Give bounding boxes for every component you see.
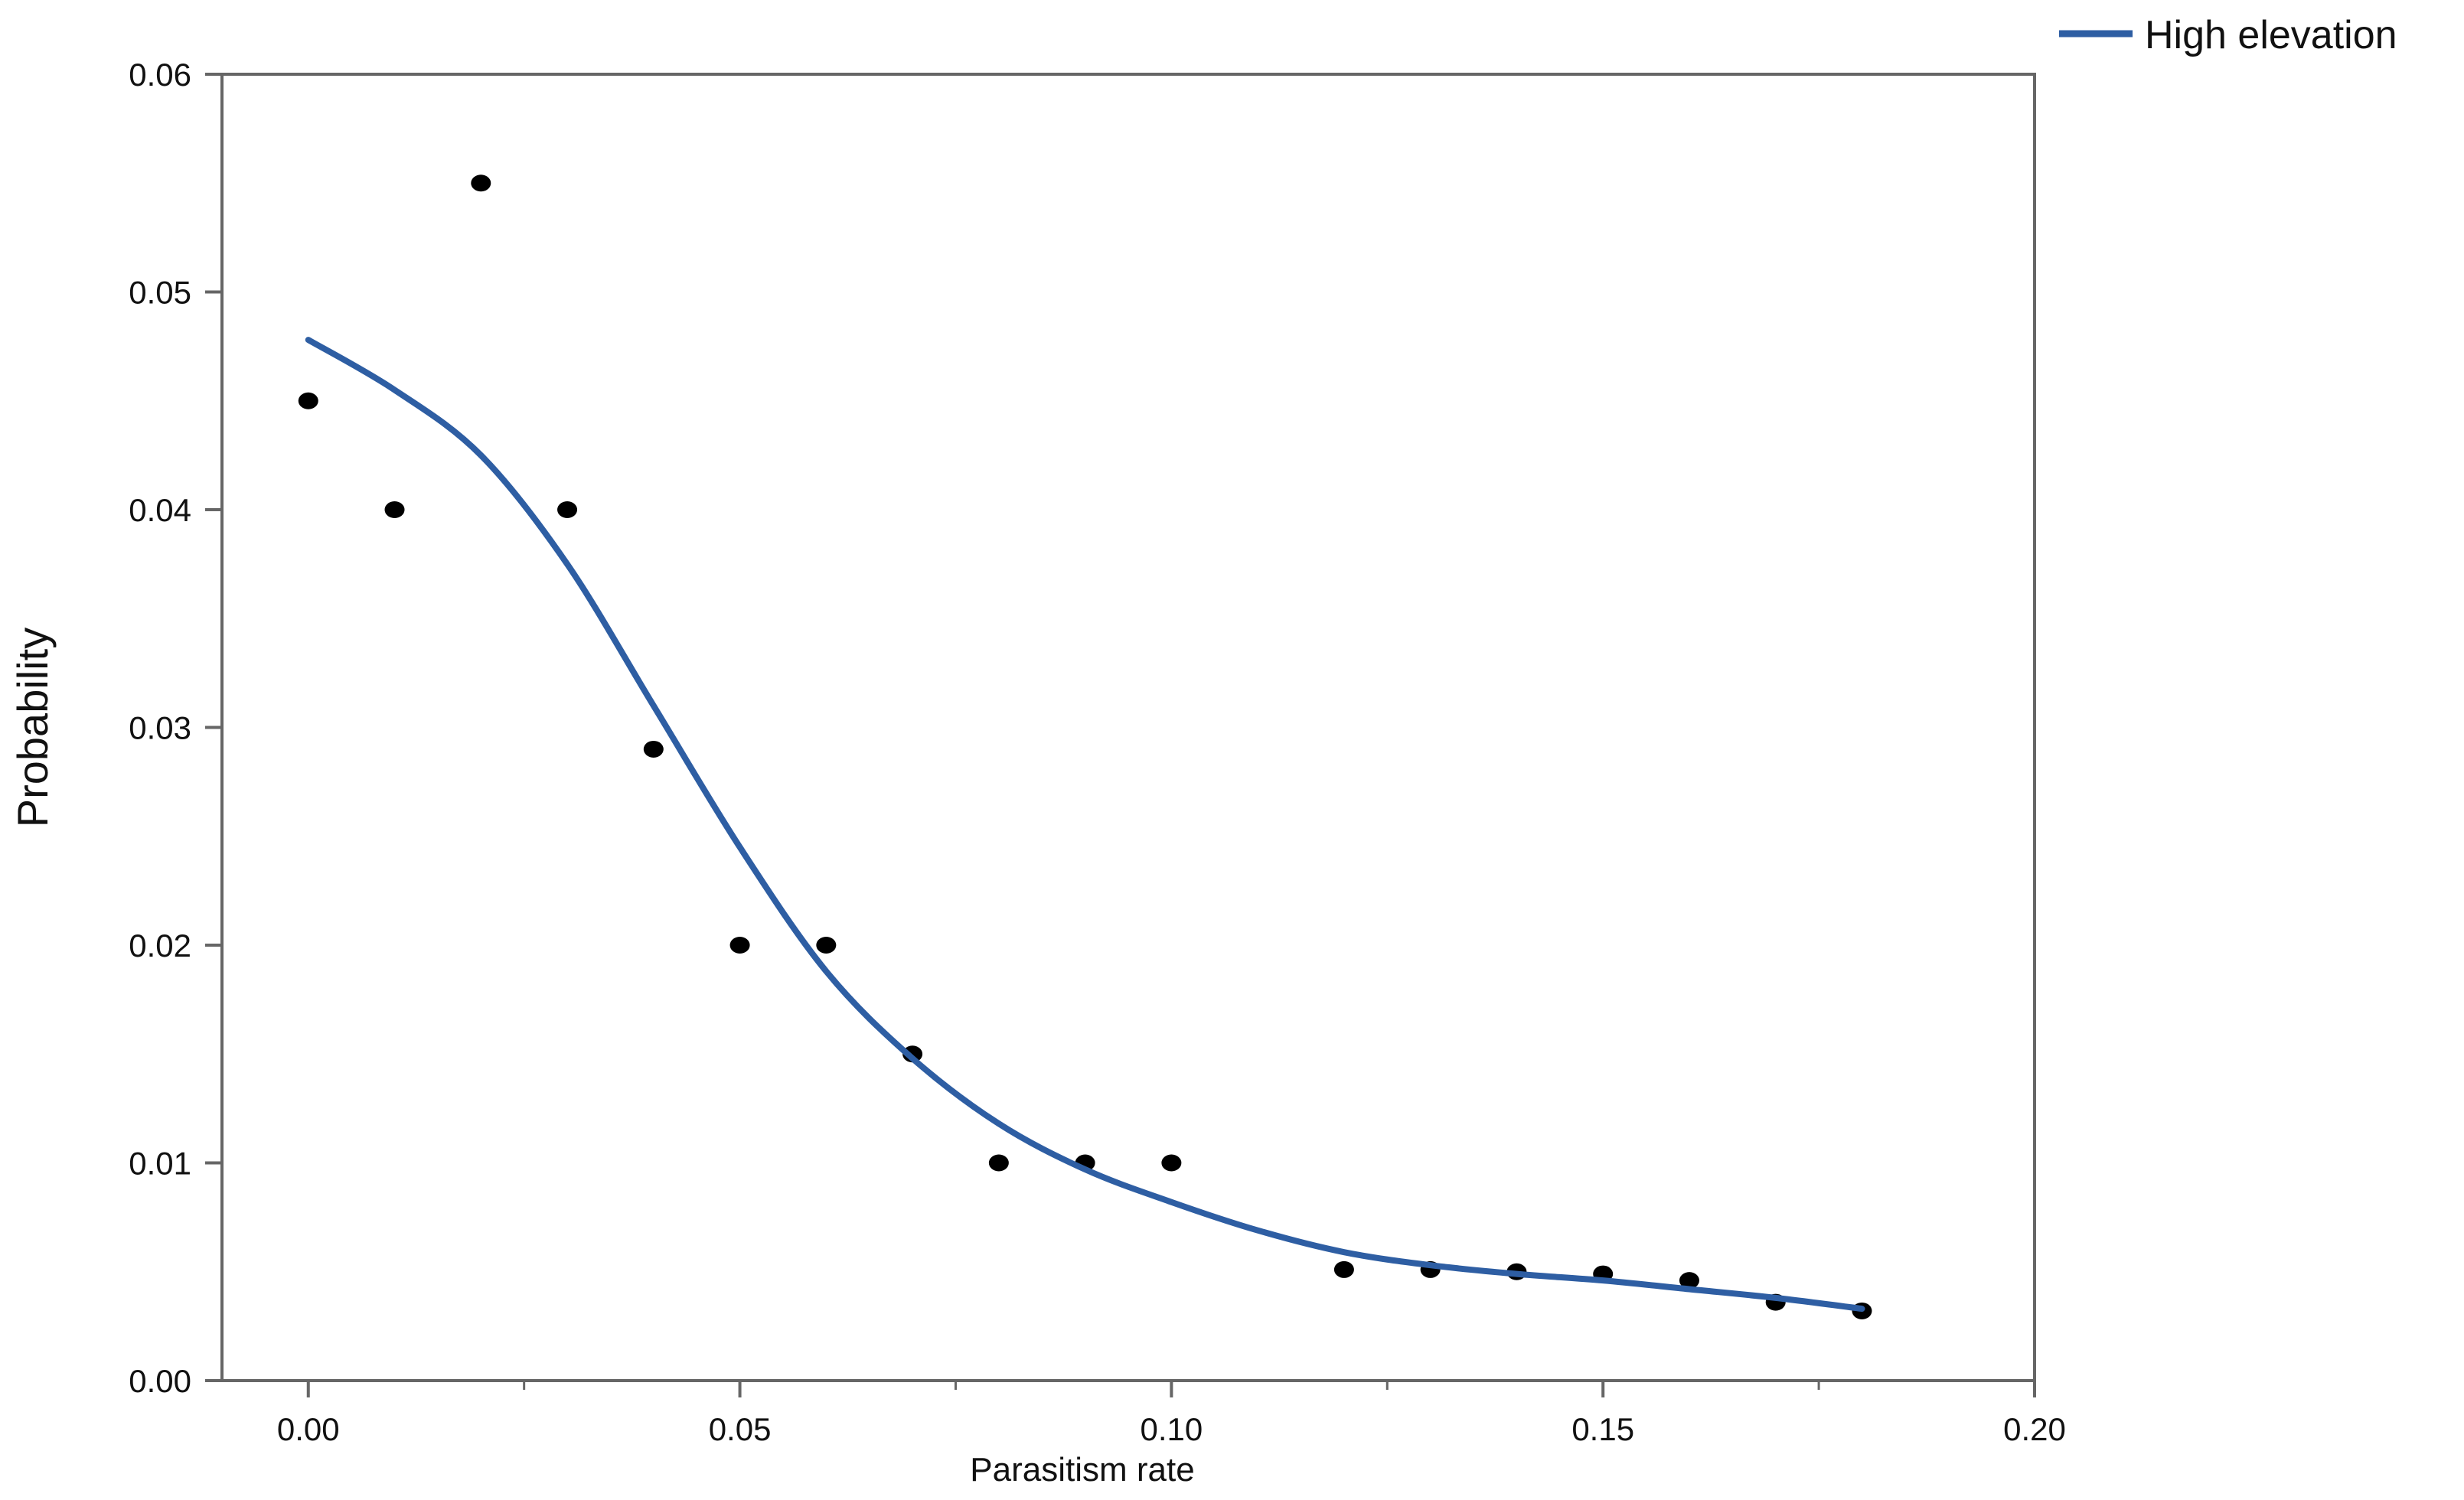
x-axis-title: Parasitism rate: [970, 1451, 1194, 1489]
y-tick-label: 0.00: [129, 1363, 191, 1399]
data-point: [471, 174, 491, 192]
legend-label: High elevation: [2145, 13, 2397, 57]
data-point: [902, 1045, 923, 1063]
x-tick-label: 0.10: [1141, 1411, 1203, 1447]
y-tick-label: 0.03: [129, 710, 191, 746]
data-point: [1161, 1154, 1182, 1172]
data-point: [298, 392, 318, 409]
y-tick-label: 0.05: [129, 275, 191, 311]
x-tick-label: 0.00: [277, 1411, 340, 1447]
data-point: [384, 501, 405, 518]
series-line: [305, 337, 1865, 1312]
legend: High elevation: [2059, 13, 2397, 57]
y-tick-label: 0.01: [129, 1146, 191, 1182]
data-point: [1679, 1272, 1699, 1290]
data-point: [557, 501, 578, 518]
data-point: [816, 937, 837, 954]
x-tick-label: 0.20: [2003, 1411, 2066, 1447]
data-point: [988, 1154, 1009, 1172]
fit-lines: [305, 337, 1865, 1312]
y-tick-label: 0.02: [129, 928, 191, 964]
y-tick-label: 0.04: [129, 492, 191, 528]
y-axis: 0.00 0.01 0.02 0.03 0.04 0.05 0.06: [129, 57, 222, 1399]
y-tick-label: 0.06: [129, 57, 191, 93]
x-tick-label: 0.15: [1571, 1411, 1634, 1447]
data-point: [729, 937, 750, 954]
data-point: [1333, 1260, 1354, 1278]
data-point: [643, 740, 664, 758]
x-tick-label: 0.05: [709, 1411, 772, 1447]
y-axis-title: Probability: [8, 628, 57, 827]
data-points: [298, 174, 1872, 1319]
x-axis: 0.00 0.05 0.10 0.15 0.20: [277, 1381, 2066, 1447]
